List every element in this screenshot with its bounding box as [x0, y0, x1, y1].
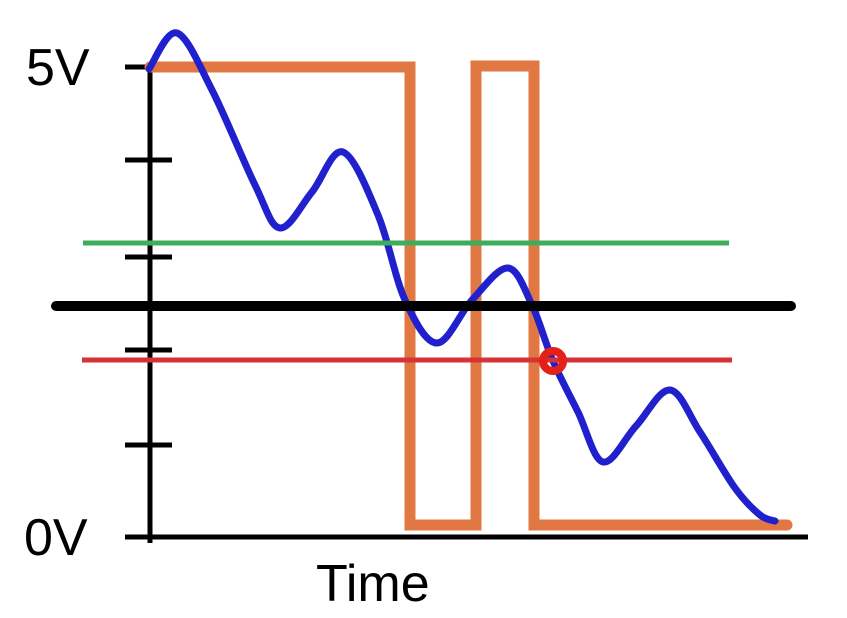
comparator-output-square-wave — [144, 60, 793, 531]
threshold-crossing-marker-circle — [539, 347, 567, 375]
y-axis-label-top: 5V — [26, 39, 90, 97]
x-axis-label: Time — [316, 555, 430, 613]
y-axis-label-bottom: 0V — [24, 509, 88, 567]
analog-input-signal — [145, 29, 779, 525]
